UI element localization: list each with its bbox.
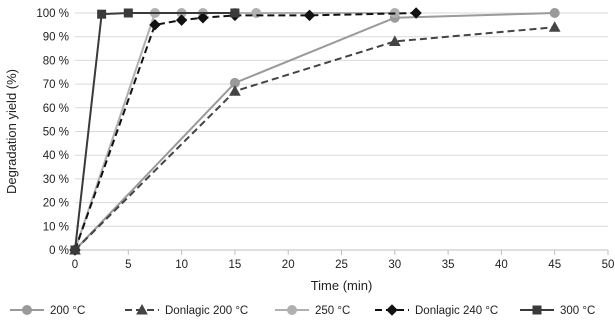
legend-item: 300 °C <box>520 305 595 317</box>
y-tick-label: 90 % <box>43 32 69 44</box>
x-tick-label: 50 <box>602 259 615 271</box>
legend-marker <box>287 305 297 315</box>
x-tick-label: 10 <box>175 259 188 271</box>
series-line <box>74 26 555 251</box>
legend-label: 200 °C <box>50 305 85 317</box>
y-tick-label: 40 % <box>43 150 69 162</box>
data-point <box>410 7 422 19</box>
y-tick-label: 50 % <box>43 127 69 139</box>
x-axis-title: Time (min) <box>311 278 373 293</box>
y-tick-label: 70 % <box>43 79 69 91</box>
legend-marker <box>386 304 398 316</box>
legend-marker <box>136 303 148 315</box>
data-point <box>97 9 107 19</box>
data-point <box>229 85 241 96</box>
x-tick-label: 25 <box>335 259 348 271</box>
x-tick-label: 5 <box>125 259 131 271</box>
y-tick-label: 60 % <box>43 103 69 115</box>
y-tick-label: 100 % <box>36 8 69 20</box>
y-tick-label: 0 % <box>49 245 69 257</box>
data-point <box>548 21 561 32</box>
data-point <box>123 8 133 18</box>
x-tick-label: 30 <box>388 259 401 271</box>
legend-item: Donlagic 240 °C <box>375 304 498 317</box>
axes: 0 % 10 % 20 % 30 % 40 % 50 % 60 % 70 % 80 % 90 % 1… <box>36 8 614 271</box>
legend-item: Donlagic 200 °C <box>125 303 248 317</box>
data-point <box>230 8 240 18</box>
y-tick-label: 10 % <box>43 221 69 233</box>
y-tick-label: 80 % <box>43 55 69 67</box>
data-point <box>70 245 80 255</box>
x-tick-label: 15 <box>229 259 242 271</box>
legend-label: 250 °C <box>315 305 350 317</box>
legend-label: Donlagic 200 °C <box>165 305 248 317</box>
series-line <box>74 12 235 251</box>
grid <box>75 12 608 227</box>
data-point <box>388 35 401 46</box>
y-axis-title: Degradation yield (%) <box>4 69 19 194</box>
y-tick-label: 20 % <box>43 198 69 210</box>
x-tick-label: 0 <box>72 259 78 271</box>
legend-item: 200 °C <box>10 305 85 317</box>
series-line <box>74 12 555 251</box>
x-tick-label: 40 <box>495 259 508 271</box>
series <box>69 7 561 256</box>
legend-label: Donlagic 240 °C <box>415 305 498 317</box>
legend-marker <box>532 305 542 315</box>
legend-item: 250 °C <box>275 305 350 317</box>
y-tick-label: 30 % <box>43 174 69 186</box>
x-tick-label: 45 <box>548 259 561 271</box>
data-point <box>549 8 560 18</box>
legend-marker <box>22 305 32 315</box>
series-5 <box>70 8 240 255</box>
data-point <box>149 19 161 31</box>
data-point <box>303 9 316 22</box>
legend: 200 °C Donlagic 200 °C 250 °C Donlagic 240 … <box>10 303 595 317</box>
x-tick-label: 20 <box>282 259 295 271</box>
data-point <box>175 14 188 26</box>
data-point <box>197 12 209 24</box>
x-tick-label: 35 <box>442 259 455 271</box>
legend-label: 300 °C <box>560 305 595 317</box>
